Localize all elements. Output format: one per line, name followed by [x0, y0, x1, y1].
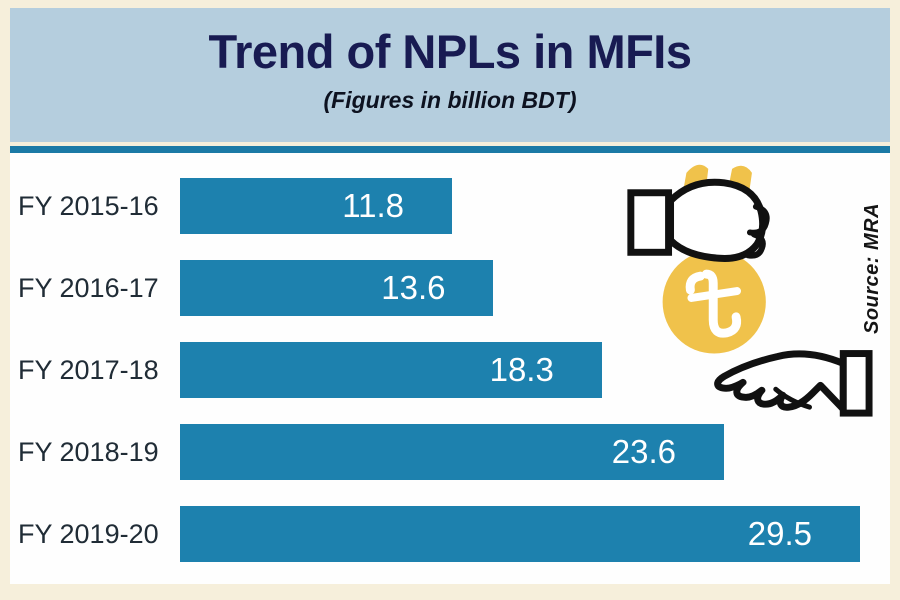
category-label: FY 2017-18	[18, 354, 159, 385]
category-label: FY 2015-16	[18, 190, 159, 221]
bar-value-label: 11.8	[342, 187, 404, 224]
bar-row: FY 2019-20 29.5	[10, 493, 890, 575]
category-label: FY 2016-17	[18, 272, 159, 303]
bar: 18.3	[180, 342, 602, 398]
bar: 13.6	[180, 260, 494, 316]
chart-title: Trend of NPLs in MFIs	[208, 25, 692, 78]
chart-subtitle: (Figures in billion BDT)	[323, 86, 577, 113]
bar: 23.6	[180, 424, 724, 480]
bar-track: 18.3	[180, 342, 860, 398]
bar-track: 11.8	[180, 178, 860, 234]
header-band: Trend of NPLs in MFIs (Figures in billio…	[10, 8, 890, 142]
bar-value-label: 29.5	[747, 515, 812, 552]
bar-rows: FY 2015-16 11.8 FY 2016-17 13.6 FY 2017-…	[10, 153, 890, 584]
bar: 29.5	[180, 506, 860, 562]
header-divider	[10, 146, 890, 153]
chart-area: FY 2015-16 11.8 FY 2016-17 13.6 FY 2017-…	[10, 153, 890, 584]
bar-row: FY 2018-19 23.6	[10, 411, 890, 493]
bar-track: 29.5	[180, 506, 860, 562]
bar-value-label: 23.6	[611, 433, 676, 470]
bar-track: 23.6	[180, 424, 860, 480]
bar-value-label: 18.3	[489, 351, 554, 388]
bar-row: FY 2015-16 11.8	[10, 165, 890, 247]
category-label: FY 2019-20	[18, 518, 159, 549]
bar-track: 13.6	[180, 260, 860, 316]
bar: 11.8	[180, 178, 452, 234]
bar-row: FY 2016-17 13.6	[10, 247, 890, 329]
category-label: FY 2018-19	[18, 436, 159, 467]
source-label: Source: MRA	[861, 202, 883, 334]
bar-value-label: 13.6	[381, 269, 446, 306]
bar-row: FY 2017-18 18.3	[10, 329, 890, 411]
